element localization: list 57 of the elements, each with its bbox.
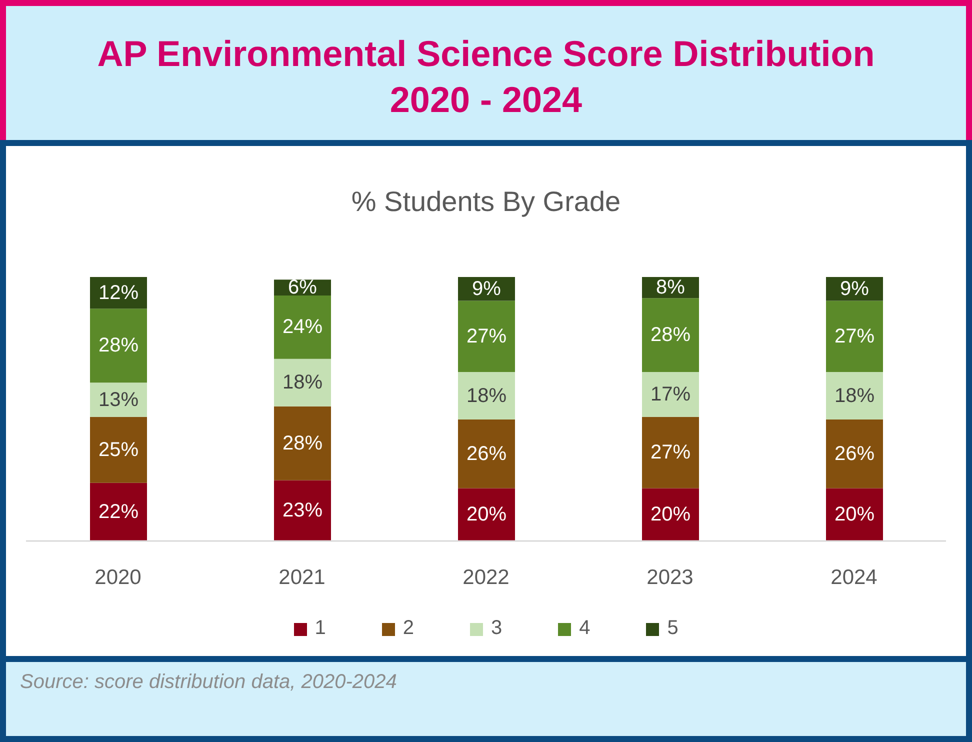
x-tick-label: 2022 (462, 566, 510, 589)
legend-label: 5 (667, 617, 678, 639)
bar (90, 482, 147, 541)
bar (274, 358, 331, 406)
data-label: 13% (98, 388, 139, 411)
data-label: 27% (650, 442, 691, 464)
bar (642, 416, 699, 488)
chart-title: AP Environmental Science Score Distribution 2020 - 2024 (96, 32, 876, 122)
data-label: 6% (288, 276, 318, 299)
data-label: 12% (98, 282, 139, 304)
bar (826, 372, 883, 420)
bar (458, 300, 515, 372)
data-label: 24% (282, 316, 323, 338)
data-label: 25% (98, 438, 139, 461)
bar (458, 488, 515, 541)
legend-label: 4 (579, 617, 590, 639)
bar (458, 420, 515, 488)
bar (642, 372, 699, 417)
data-label: 26% (466, 442, 507, 465)
legend-label: 1 (314, 617, 326, 639)
legend-label: 3 (490, 617, 502, 639)
bar (642, 298, 699, 372)
data-label: 22% (98, 500, 139, 523)
chart-subtitle: % Students By Grade (350, 186, 622, 218)
bar (642, 488, 699, 541)
data-label: 28% (98, 334, 139, 357)
data-label: 20% (650, 504, 691, 526)
data-label: 9% (472, 278, 502, 300)
bar (90, 416, 147, 483)
data-label: 8% (656, 276, 686, 299)
bar (826, 488, 883, 541)
x-tick-label: 2021 (278, 566, 326, 589)
bar (826, 300, 883, 372)
x-tick-label: 2024 (830, 566, 878, 589)
data-label: 18% (282, 372, 323, 394)
data-label: 23% (282, 500, 323, 522)
data-label: 18% (834, 384, 875, 407)
data-label: 20% (466, 504, 507, 526)
bar (274, 295, 331, 359)
data-label: 26% (834, 442, 875, 465)
data-label: 28% (650, 324, 691, 346)
x-tick-label: 2020 (94, 566, 142, 589)
bar (90, 308, 147, 383)
data-label: 27% (466, 325, 507, 348)
x-tick-label: 2023 (646, 566, 694, 589)
bar (274, 480, 331, 541)
data-label: 9% (840, 278, 870, 300)
bar (826, 420, 883, 488)
bar (458, 372, 515, 420)
source-note: Source: score distribution data, 2020-2024 (20, 670, 397, 695)
data-label: 28% (282, 432, 323, 454)
data-label: 17% (650, 383, 691, 406)
legend-label: 2 (402, 617, 414, 639)
data-label: 20% (834, 504, 875, 526)
bar (274, 406, 331, 480)
data-label: 18% (466, 384, 507, 407)
data-label: 27% (834, 325, 875, 348)
